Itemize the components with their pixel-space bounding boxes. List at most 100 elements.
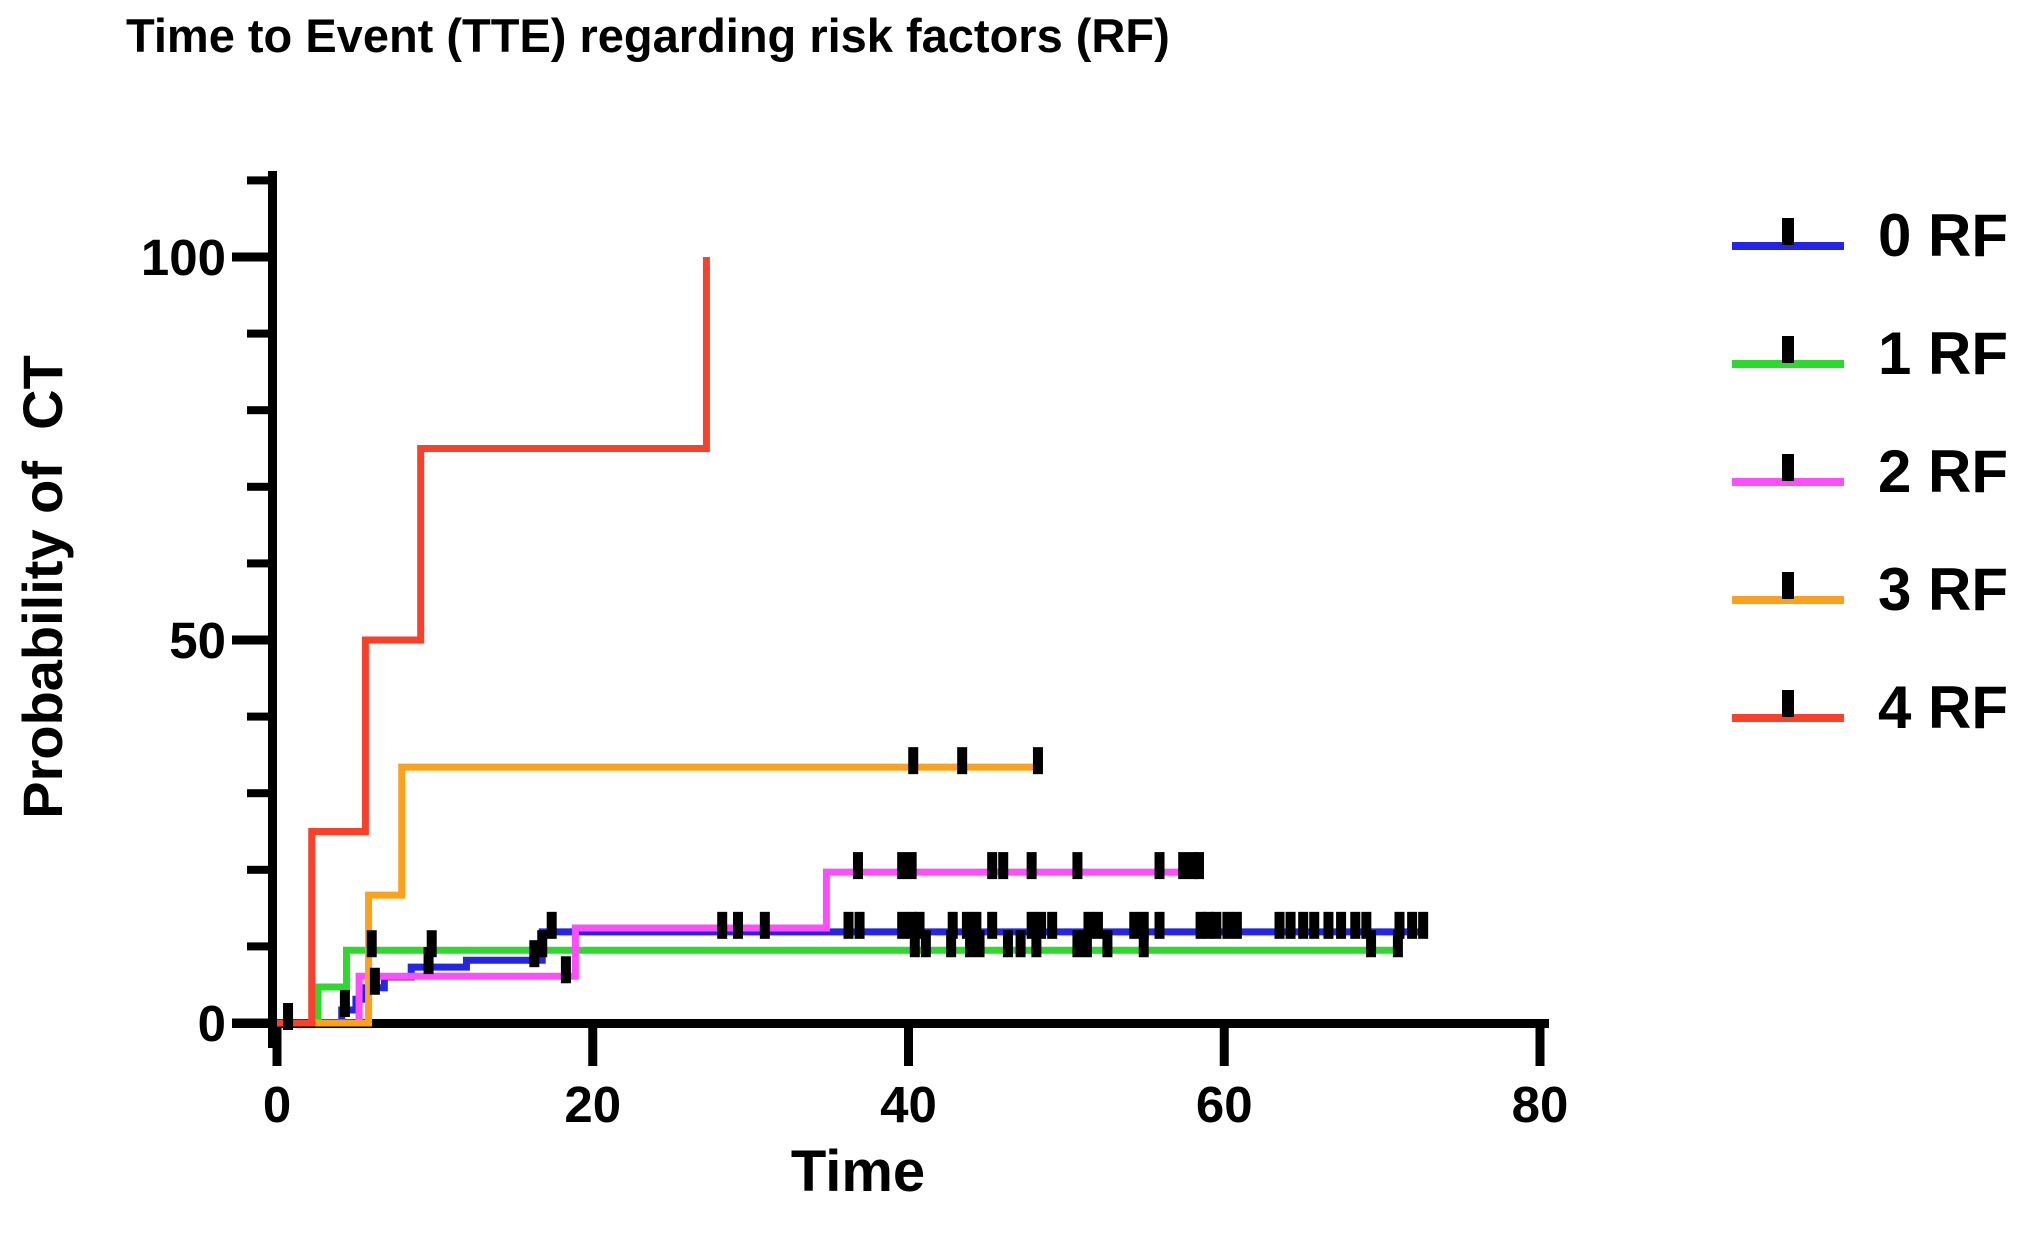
y-tick-label: 50 bbox=[169, 612, 226, 669]
censor-tick-1rf bbox=[1031, 930, 1042, 958]
censor-tick-3rf bbox=[957, 747, 968, 775]
censor-tick-icon bbox=[1782, 690, 1794, 717]
x-axis-spine bbox=[232, 1019, 1549, 1028]
x-tick-label: 0 bbox=[263, 1076, 291, 1133]
series-path-4rf bbox=[277, 257, 710, 1027]
censor-tick-1rf bbox=[1366, 930, 1377, 958]
legend-item-3rf: 3 RF bbox=[1732, 530, 2008, 648]
series-path-3rf bbox=[277, 763, 1040, 1027]
censor-tick-2rf bbox=[897, 852, 908, 880]
censor-tick-0rf bbox=[1298, 911, 1309, 939]
y-major-tick bbox=[232, 1018, 272, 1028]
censor-tick-1rf bbox=[537, 930, 548, 958]
censor-tick-1rf bbox=[909, 930, 920, 958]
legend-label-3rf: 3 RF bbox=[1878, 555, 2009, 623]
censor-tick-2rf bbox=[1193, 852, 1204, 880]
legend-line-icon bbox=[1732, 242, 1844, 250]
censor-tick-0rf bbox=[1361, 911, 1372, 939]
censor-tick-0rf bbox=[1203, 911, 1214, 939]
censor-tick-0rf bbox=[854, 911, 865, 939]
censor-tick-0rf bbox=[1083, 911, 1094, 939]
y-axis-spine bbox=[268, 171, 277, 1048]
x-tick bbox=[904, 1028, 913, 1066]
censor-tick-0rf bbox=[546, 911, 557, 939]
legend-line-icon bbox=[1732, 360, 1844, 368]
censor-tick-2rf bbox=[987, 852, 998, 880]
legend-line-icon bbox=[1732, 596, 1844, 604]
legend-swatch-0rf bbox=[1732, 218, 1844, 252]
x-tick bbox=[1219, 1028, 1229, 1066]
censor-tick-1rf bbox=[974, 930, 985, 958]
legend-label-0rf: 0 RF bbox=[1878, 201, 2009, 269]
legend-item-0rf: 0 RF bbox=[1732, 176, 2008, 294]
censor-tick-1rf bbox=[366, 930, 377, 958]
censor-tick-1rf bbox=[1002, 930, 1013, 958]
legend-label-1rf: 1 RF bbox=[1878, 319, 2009, 387]
legend-label-4rf: 4 RF bbox=[1878, 673, 2009, 741]
censor-tick-0rf bbox=[1418, 911, 1429, 939]
censor-tick-0rf bbox=[1407, 911, 1418, 939]
y-minor-tick bbox=[247, 559, 272, 568]
legend-item-1rf: 1 RF bbox=[1732, 294, 2008, 412]
censor-tick-1rf bbox=[920, 930, 931, 958]
x-tick-label: 20 bbox=[564, 1076, 621, 1133]
legend-item-2rf: 2 RF bbox=[1732, 412, 2008, 530]
censor-tick-0rf bbox=[1222, 911, 1233, 939]
legend-swatch-3rf bbox=[1732, 572, 1844, 606]
censor-tick-1rf bbox=[965, 930, 976, 958]
censor-tick-1rf bbox=[426, 930, 437, 958]
censor-tick-0rf bbox=[1274, 911, 1285, 939]
legend-swatch-1rf bbox=[1732, 336, 1844, 370]
censor-tick-0rf bbox=[1047, 911, 1058, 939]
censor-tick-0rf bbox=[423, 947, 434, 975]
censor-tick-icon bbox=[1782, 572, 1794, 599]
censor-tick-2rf bbox=[1187, 852, 1198, 880]
censor-tick-0rf bbox=[1138, 911, 1149, 939]
censor-tick-2rf bbox=[852, 852, 863, 880]
legend-line-icon bbox=[1732, 714, 1844, 722]
censor-tick-1rf bbox=[1081, 930, 1092, 958]
censor-tick-0rf bbox=[1350, 911, 1361, 939]
censor-tick-0rf bbox=[1231, 911, 1242, 939]
censor-tick-1rf bbox=[1015, 930, 1026, 958]
censor-tick-1rf bbox=[1392, 930, 1403, 958]
legend-swatch-2rf bbox=[1732, 454, 1844, 488]
censor-tick-0rf bbox=[947, 911, 958, 939]
censor-tick-2rf bbox=[906, 852, 917, 880]
legend-swatch-4rf bbox=[1732, 690, 1844, 724]
censor-tick-icon bbox=[1782, 218, 1794, 245]
censor-tick-2rf bbox=[560, 956, 571, 984]
censor-tick-0rf bbox=[1394, 911, 1405, 939]
y-tick-label: 100 bbox=[141, 229, 226, 286]
censor-tick-0rf bbox=[1336, 911, 1347, 939]
censor-tick-0rf bbox=[283, 1003, 294, 1030]
censor-tick-icon bbox=[1782, 454, 1794, 481]
censor-tick-0rf bbox=[1285, 911, 1296, 939]
censor-tick-0rf bbox=[1036, 911, 1047, 939]
x-tick bbox=[272, 1028, 282, 1066]
censor-tick-0rf bbox=[529, 940, 540, 968]
x-tick-label: 40 bbox=[880, 1076, 937, 1133]
y-minor-tick bbox=[247, 176, 272, 185]
y-minor-tick bbox=[247, 789, 272, 798]
censor-tick-0rf bbox=[1092, 911, 1103, 939]
censor-tick-1rf bbox=[1138, 930, 1149, 958]
legend: 0 RF 1 RF 2 RF 3 RF bbox=[1732, 176, 2008, 766]
y-minor-tick bbox=[247, 942, 272, 951]
series-path-1rf bbox=[277, 946, 1402, 1027]
censor-tick-1rf bbox=[1102, 930, 1113, 958]
censor-tick-0rf bbox=[843, 911, 854, 939]
legend-item-4rf: 4 RF bbox=[1732, 648, 2008, 766]
y-minor-tick bbox=[247, 865, 272, 874]
censor-tick-3rf bbox=[1032, 747, 1043, 775]
censor-tick-0rf bbox=[339, 989, 350, 1017]
censor-tick-0rf bbox=[961, 911, 972, 939]
series-path-2rf bbox=[277, 868, 1203, 1027]
censor-tick-0rf bbox=[1309, 911, 1320, 939]
y-tick-label: 0 bbox=[198, 995, 226, 1052]
censor-tick-2rf bbox=[998, 852, 1009, 880]
censor-tick-0rf bbox=[732, 911, 743, 939]
censor-tick-0rf bbox=[971, 911, 982, 939]
censor-tick-0rf bbox=[1026, 911, 1037, 939]
